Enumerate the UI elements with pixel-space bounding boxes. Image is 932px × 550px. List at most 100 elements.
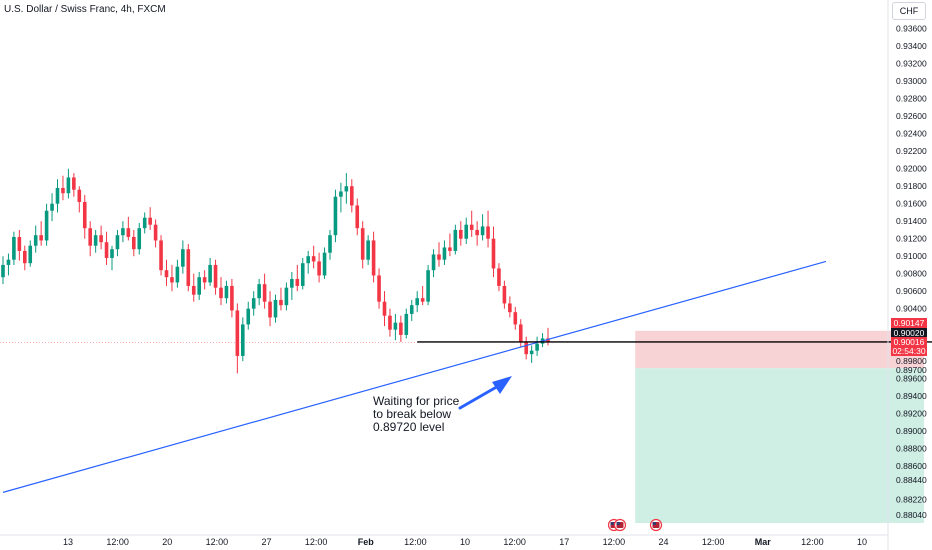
time-tick-label: 20 (162, 537, 172, 547)
candle (442, 240, 447, 265)
candle-body (333, 196, 338, 236)
candle-body (241, 324, 245, 356)
candle (415, 291, 419, 313)
candle (284, 282, 289, 311)
candle (99, 225, 103, 250)
candle (197, 271, 201, 300)
candle-body (181, 249, 185, 267)
candle-body (339, 191, 343, 197)
candle (469, 210, 474, 237)
candle-body (55, 187, 60, 204)
candle-body (529, 350, 534, 355)
candle (464, 217, 469, 244)
time-axis[interactable]: 13 12:00 20 12:00 27 12:00 Feb 12:00 10 12:00 17 12… (0, 534, 888, 547)
candle-body (279, 299, 283, 306)
candle (77, 186, 82, 213)
candle-body (371, 240, 376, 276)
candle (104, 231, 109, 265)
time-tick-label: 10 (857, 537, 867, 547)
arrow-shaft (458, 383, 502, 410)
price-tick-label: 0.91600 (896, 199, 927, 209)
trendline (2, 260, 827, 493)
economic-events[interactable] (607, 518, 663, 532)
candle-body (295, 278, 300, 286)
candle (186, 243, 191, 292)
candle-body (524, 341, 528, 355)
price-tick-label: 0.93600 (896, 24, 927, 34)
countdown-tag: 02:54:30 (891, 346, 927, 356)
annotation-line-3: 0.89720 level (373, 420, 445, 434)
candle-body (328, 235, 332, 253)
candle (262, 273, 267, 309)
price-tick-label: 0.89000 (896, 426, 927, 436)
candle-body (164, 270, 169, 278)
candle (126, 216, 131, 241)
candle (448, 233, 452, 257)
current-price-tag: 0.90020 (891, 328, 927, 338)
candle-body (82, 201, 87, 229)
position-zones (0, 330, 925, 523)
candle (420, 285, 425, 306)
candle-body (159, 240, 163, 271)
candle-body (153, 224, 158, 241)
candle (535, 336, 539, 356)
candle-body (268, 301, 272, 318)
candle-body (235, 310, 240, 356)
price-axis[interactable]: 0.93600 0.93400 0.93200 0.93000 0.92800 0.926… (887, 0, 927, 550)
price-tick-label: 0.93200 (896, 59, 927, 69)
candle-body (12, 236, 16, 260)
price-tick-label: 0.88220 (896, 494, 927, 504)
candle-body (33, 235, 38, 246)
candle-body (306, 256, 310, 264)
price-tick-label: 0.91800 (896, 181, 927, 191)
candle (110, 245, 114, 271)
candle (273, 294, 278, 323)
price-tick-label: 0.90800 (896, 269, 927, 279)
arrow-head (492, 376, 512, 394)
candle (148, 207, 152, 230)
candle (268, 291, 272, 327)
candle (6, 253, 11, 276)
candle (66, 168, 71, 199)
candle-body (442, 247, 447, 260)
time-tick-label: 10 (460, 537, 470, 547)
candle (377, 268, 381, 309)
candle-body (197, 277, 201, 295)
price-tick-label: 0.89800 (896, 356, 927, 366)
annotation-arrow (458, 376, 512, 410)
candle-body (142, 217, 147, 229)
candle-body (508, 303, 512, 313)
candle (164, 259, 169, 286)
candle-body (246, 308, 251, 325)
price-tick-label: 0.90600 (896, 286, 927, 296)
candle-body (426, 270, 430, 302)
symbol-title[interactable]: U.S. Dollar / Swiss Franc, 4h, FXCM (4, 4, 166, 15)
candle-body (61, 187, 65, 194)
candle-body (170, 277, 174, 283)
candle-body (121, 228, 125, 236)
event-flag-icon[interactable] (613, 518, 627, 532)
candle (55, 179, 60, 213)
candle (202, 270, 207, 290)
candle (115, 229, 120, 257)
candle (388, 308, 392, 337)
currency-button[interactable]: CHF (892, 2, 926, 20)
candle-body (475, 229, 479, 236)
candle-body (311, 256, 316, 262)
candle-body (93, 235, 98, 246)
event-flag-icon[interactable] (649, 518, 663, 532)
candle (311, 245, 316, 269)
candle-body (322, 252, 327, 276)
candle-body (317, 261, 321, 276)
candle-body (137, 228, 142, 250)
price-tick-label: 0.92800 (896, 94, 927, 104)
candle-body (453, 229, 458, 251)
event-flag-canton (616, 522, 620, 525)
candle-body (132, 236, 136, 250)
take-profit-zone (635, 368, 925, 523)
candle-body (448, 247, 452, 251)
time-tick-label: 12:00 (702, 537, 725, 547)
price-tick-label: 0.89700 (896, 365, 927, 375)
candle (219, 277, 223, 306)
